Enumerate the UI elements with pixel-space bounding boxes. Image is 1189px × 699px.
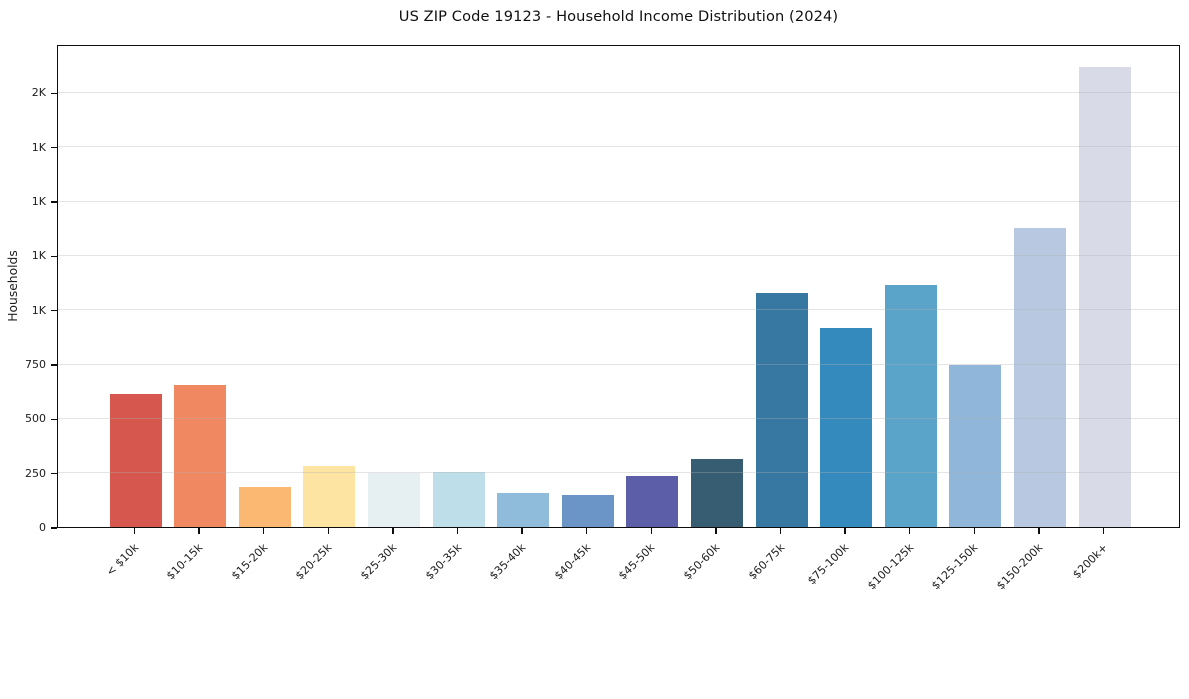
x-tick-mark <box>263 528 265 534</box>
plot-area <box>57 45 1180 528</box>
bar-$40-45k <box>561 495 614 527</box>
y-tick-label: 250 <box>25 466 46 480</box>
y-tick-mark <box>50 92 57 95</box>
y-tick-label: 1K <box>31 303 46 317</box>
x-tick-mark <box>456 528 459 534</box>
y-tick-label: 1K <box>31 140 46 154</box>
y-tick-label: 2K <box>31 86 46 100</box>
y-tick-mark <box>50 255 57 258</box>
bar-$200k+ <box>1078 67 1131 527</box>
x-tick-mark <box>909 528 911 534</box>
chart-title: US ZIP Code 19123 - Household Income Dis… <box>398 8 839 25</box>
bar-$20-25k <box>303 465 356 527</box>
x-tick-mark <box>521 528 523 534</box>
y-tick-mark <box>50 527 57 529</box>
y-tick-mark <box>50 147 57 149</box>
y-tick-mark <box>50 201 57 203</box>
gridline <box>58 363 1179 365</box>
bar-$75-100k <box>820 328 873 527</box>
y-tick-label: 1K <box>31 249 46 263</box>
x-tick-mark <box>1102 528 1105 534</box>
bar-< $10k <box>109 394 162 527</box>
bar-$10-15k <box>174 384 227 527</box>
y-axis-label: Households <box>6 250 20 322</box>
x-tick-mark <box>1038 528 1040 534</box>
x-tick-mark <box>715 528 717 534</box>
gridline <box>58 91 1179 93</box>
bar-$60-75k <box>755 293 808 527</box>
bar-$125-150k <box>949 365 1002 527</box>
x-tick-mark <box>133 528 136 534</box>
bar-$35-40k <box>497 493 550 527</box>
y-tick-label: 750 <box>25 358 46 372</box>
bar-$45-50k <box>626 476 679 527</box>
y-tick-label: 0 <box>39 521 46 534</box>
y-tick-mark <box>50 418 57 420</box>
bar-$25-30k <box>367 473 420 527</box>
gridline <box>58 309 1179 311</box>
gridline <box>58 200 1179 202</box>
bar-$30-35k <box>432 472 485 527</box>
gridline <box>58 472 1179 474</box>
y-tick-label: 1K <box>31 195 46 209</box>
x-tick-mark <box>779 528 782 534</box>
y-tick-label: 500 <box>25 412 46 426</box>
bar-$15-20k <box>238 486 291 527</box>
x-tick-mark <box>844 528 846 534</box>
gridline <box>58 417 1179 419</box>
x-tick-mark <box>327 528 329 534</box>
x-tick-mark <box>650 528 652 534</box>
y-tick-mark <box>50 473 57 475</box>
y-tick-mark <box>50 364 57 366</box>
gridline <box>58 146 1179 148</box>
y-tick-mark <box>50 310 57 312</box>
bar-$100-125k <box>884 285 937 527</box>
x-tick-mark <box>973 528 975 534</box>
figure: US ZIP Code 19123 - Household Income Dis… <box>6 8 1180 593</box>
bar-$50-60k <box>690 459 743 527</box>
x-tick-mark <box>586 528 588 534</box>
gridline <box>58 254 1179 256</box>
bar-$150-200k <box>1013 228 1066 527</box>
x-tick-mark <box>392 528 394 534</box>
x-tick-mark <box>198 528 200 534</box>
